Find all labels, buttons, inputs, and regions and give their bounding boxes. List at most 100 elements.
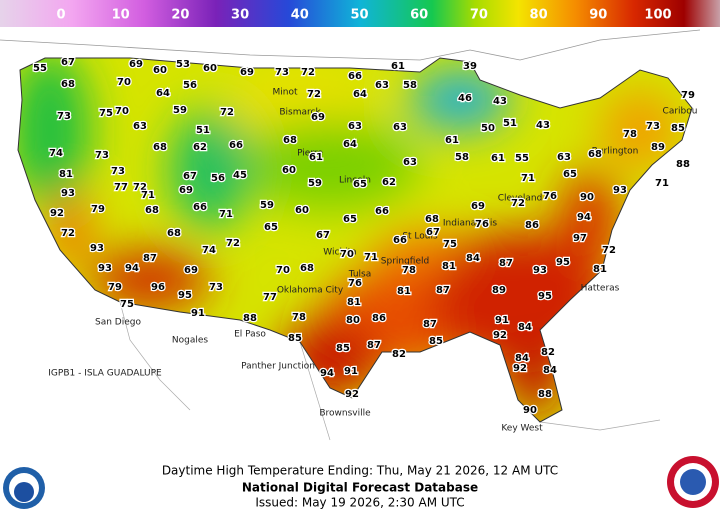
temperature-label: 79 xyxy=(681,90,695,101)
temperature-label: 68 xyxy=(283,135,297,146)
temperature-label: 72 xyxy=(301,67,315,78)
temperature-label: 81 xyxy=(593,264,607,275)
temperature-label: 77 xyxy=(263,292,277,303)
temperature-label: 66 xyxy=(375,206,389,217)
temperature-label: 61 xyxy=(391,61,405,72)
temperature-label: 68 xyxy=(61,79,75,90)
temperature-label: 82 xyxy=(392,349,406,360)
temperature-label: 72 xyxy=(307,89,321,100)
temperature-label: 72 xyxy=(602,245,616,256)
temperature-label: 95 xyxy=(538,291,552,302)
temperature-label: 85 xyxy=(336,343,350,354)
temperature-label: 67 xyxy=(61,57,75,68)
temperature-label: 95 xyxy=(556,257,570,268)
temperature-label: 92 xyxy=(493,330,507,341)
place-name: Panther Junction xyxy=(241,362,315,372)
temperature-label: 72 xyxy=(61,228,75,239)
temperature-label: 91 xyxy=(495,315,509,326)
color-scale xyxy=(0,0,720,27)
temperature-label: 75 xyxy=(120,299,134,310)
temperature-label: 87 xyxy=(423,319,437,330)
temperature-label: 80 xyxy=(346,315,360,326)
temperature-label: 93 xyxy=(533,265,547,276)
temperature-label: 71 xyxy=(141,190,155,201)
temperature-label: 60 xyxy=(295,205,309,216)
temperature-label: 67 xyxy=(316,230,330,241)
place-name: Tulsa xyxy=(348,270,372,280)
temperature-label: 66 xyxy=(193,202,207,213)
temperature-label: 71 xyxy=(364,252,378,263)
place-name: Cleveland xyxy=(498,194,543,204)
temperature-label: 76 xyxy=(475,219,489,230)
canada-border xyxy=(0,29,701,61)
place-name: San Diego xyxy=(95,318,141,328)
temperature-label: 94 xyxy=(577,212,591,223)
nws-logo xyxy=(667,456,719,508)
temperature-label: 76 xyxy=(348,278,362,289)
temperature-label: 56 xyxy=(211,173,225,184)
temperature-label: 81 xyxy=(347,297,361,308)
temperature-label: 81 xyxy=(397,286,411,297)
temperature-label: 70 xyxy=(115,106,129,117)
temperature-label: 69 xyxy=(471,201,485,212)
temperature-label: 87 xyxy=(499,258,513,269)
temperature-label: 64 xyxy=(156,88,170,99)
temperature-label: 92 xyxy=(50,208,64,219)
temperature-label: 87 xyxy=(143,253,157,264)
temperature-label: 85 xyxy=(288,333,302,344)
temperature-label: 90 xyxy=(580,192,594,203)
temperature-label: 68 xyxy=(145,205,159,216)
temperature-label: 63 xyxy=(375,80,389,91)
temperature-label: 76 xyxy=(543,191,557,202)
temperature-label: 63 xyxy=(557,152,571,163)
temperature-label: 84 xyxy=(466,253,480,264)
temperature-label: 74 xyxy=(202,245,216,256)
temperature-label: 72 xyxy=(133,182,147,193)
place-name: Brownsville xyxy=(319,409,371,419)
temperature-label: 72 xyxy=(226,238,240,249)
temperature-label: 92 xyxy=(345,389,359,400)
place-name: Hatteras xyxy=(581,284,620,294)
temperature-label: 72 xyxy=(220,107,234,118)
place-name: Caribou xyxy=(663,107,698,117)
temperature-label: 73 xyxy=(111,166,125,177)
temperature-label: 61 xyxy=(491,153,505,164)
temperature-label: 62 xyxy=(193,142,207,153)
temperature-label: 63 xyxy=(403,157,417,168)
temperature-label: 84 xyxy=(515,353,529,364)
temperature-label: 69 xyxy=(184,265,198,276)
temperature-label: 73 xyxy=(95,150,109,161)
temperature-label: 65 xyxy=(264,222,278,233)
temperature-label: 74 xyxy=(49,148,63,159)
temperature-label: 68 xyxy=(588,149,602,160)
temperature-label: 46 xyxy=(458,93,472,104)
temperature-label: 43 xyxy=(493,96,507,107)
scale-label: 10 xyxy=(112,8,130,23)
temperature-label: 51 xyxy=(196,125,210,136)
temperature-label: 64 xyxy=(343,139,357,150)
temperature-label: 93 xyxy=(61,188,75,199)
temperature-label: 73 xyxy=(275,67,289,78)
scale-label: 80 xyxy=(530,8,548,23)
temperature-label: 69 xyxy=(179,185,193,196)
place-name: Lincoln xyxy=(339,176,371,186)
scale-label: 100 xyxy=(644,8,671,23)
temperature-label: 84 xyxy=(518,322,532,333)
place-name: El Paso xyxy=(234,330,266,340)
temperature-label: 59 xyxy=(260,200,274,211)
temperature-label: 97 xyxy=(573,233,587,244)
temperature-label: 66 xyxy=(348,71,362,82)
temperature-label: 93 xyxy=(90,243,104,254)
temperature-label: 79 xyxy=(108,282,122,293)
temperature-label: 43 xyxy=(536,120,550,131)
temperature-label: 58 xyxy=(455,152,469,163)
temperature-label: 59 xyxy=(308,178,322,189)
temperature-label: 67 xyxy=(426,227,440,238)
temperature-label: 55 xyxy=(33,63,47,74)
place-name: St Louis xyxy=(402,232,438,242)
coastlines xyxy=(119,301,661,441)
temperature-label: 96 xyxy=(151,282,165,293)
place-name: Key West xyxy=(501,424,543,434)
temperature-label: 39 xyxy=(463,61,477,72)
